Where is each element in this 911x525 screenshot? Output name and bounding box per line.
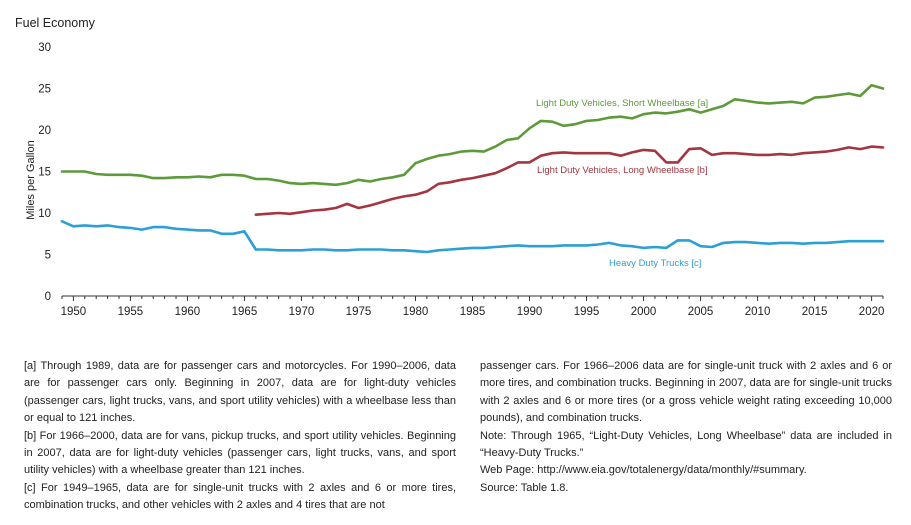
- y-tick-label: 0: [45, 291, 51, 303]
- series-label-long-wheelbase: Light Duty Vehicles, Long Wheelbase [b]: [537, 165, 708, 176]
- y-axis-label: Miles per Gallon: [25, 140, 37, 219]
- source-text: Source: Table 1.8.: [480, 481, 569, 494]
- x-tick-label: 1950: [61, 306, 87, 318]
- fuel-economy-chart: Fuel Economy Miles per Gallon 1950 1955 19…: [15, 16, 885, 318]
- x-tick-label: 1990: [517, 306, 543, 318]
- x-tick-label: 2015: [802, 306, 828, 318]
- x-tick-label: 2020: [859, 306, 885, 318]
- series-line-heavy-duty: [60, 220, 885, 254]
- footnote-c-continued-text: passenger cars. For 1966–2006 data are f…: [480, 360, 892, 425]
- footnote-b: [b] For 1966–2000, data are for vans, pi…: [24, 429, 456, 477]
- x-tick-label: 1980: [403, 306, 429, 318]
- x-tick-label: 1985: [460, 306, 486, 318]
- footnote-c-continued: passenger cars. For 1966–2006 data are f…: [480, 358, 892, 428]
- x-tick-label: 1995: [574, 306, 600, 318]
- series-labels: Light Duty Vehicles, Short Wheelbase [a]…: [536, 98, 708, 269]
- axes: 1950 1955 1960 1965 1970 1975 1980 1985 1990 1995…: [38, 42, 884, 318]
- footnotes-right: passenger cars. For 1966–2006 data are f…: [480, 358, 892, 497]
- x-tick-label: 2010: [745, 306, 771, 318]
- note-text: Note: Through 1965, “Light-Duty Vehicles…: [480, 429, 892, 460]
- series-label-short-wheelbase: Light Duty Vehicles, Short Wheelbase [a]: [536, 98, 708, 109]
- series-lines: [60, 83, 885, 254]
- y-tick-label: 10: [38, 208, 51, 220]
- series-line-long-wheelbase: [254, 145, 885, 216]
- series-line-short-wheelbase: [60, 83, 885, 187]
- y-tick-label: 15: [38, 167, 51, 179]
- chart-title: Fuel Economy: [15, 16, 96, 30]
- footnote-c: [c] For 1949–1965, data are for single-u…: [24, 480, 456, 515]
- footnote-a: [a] Through 1989, data are for passenger…: [24, 360, 456, 425]
- web-page-text: Web Page: http://www.eia.gov/totalenergy…: [480, 464, 807, 477]
- x-tick-label: 1955: [118, 306, 144, 318]
- footnotes-left: [a] Through 1989, data are for passenger…: [24, 358, 456, 515]
- x-tick-label: 1965: [232, 306, 258, 318]
- x-tick-label: 1960: [175, 306, 201, 318]
- y-tick-label: 20: [38, 125, 51, 137]
- y-tick-label: 5: [45, 250, 51, 262]
- series-label-heavy-duty: Heavy Duty Trucks [c]: [609, 258, 701, 269]
- x-tick-label: 1975: [346, 306, 372, 318]
- y-tick-label: 25: [38, 84, 51, 96]
- x-tick-label: 2000: [631, 306, 657, 318]
- y-tick-label: 30: [38, 42, 51, 54]
- footnote-c-text: [c] For 1949–1965, data are for single-u…: [24, 481, 456, 512]
- x-tick-label: 1970: [289, 306, 315, 318]
- x-tick-label: 2005: [688, 306, 714, 318]
